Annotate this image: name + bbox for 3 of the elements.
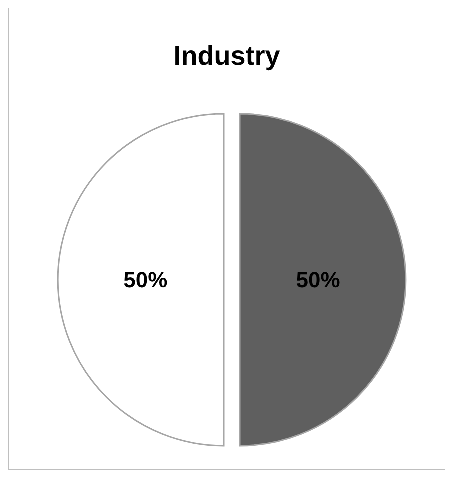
- data-label: 50%: [296, 268, 340, 292]
- chart-title: Industry: [174, 41, 280, 71]
- data-label: 50%: [124, 268, 168, 292]
